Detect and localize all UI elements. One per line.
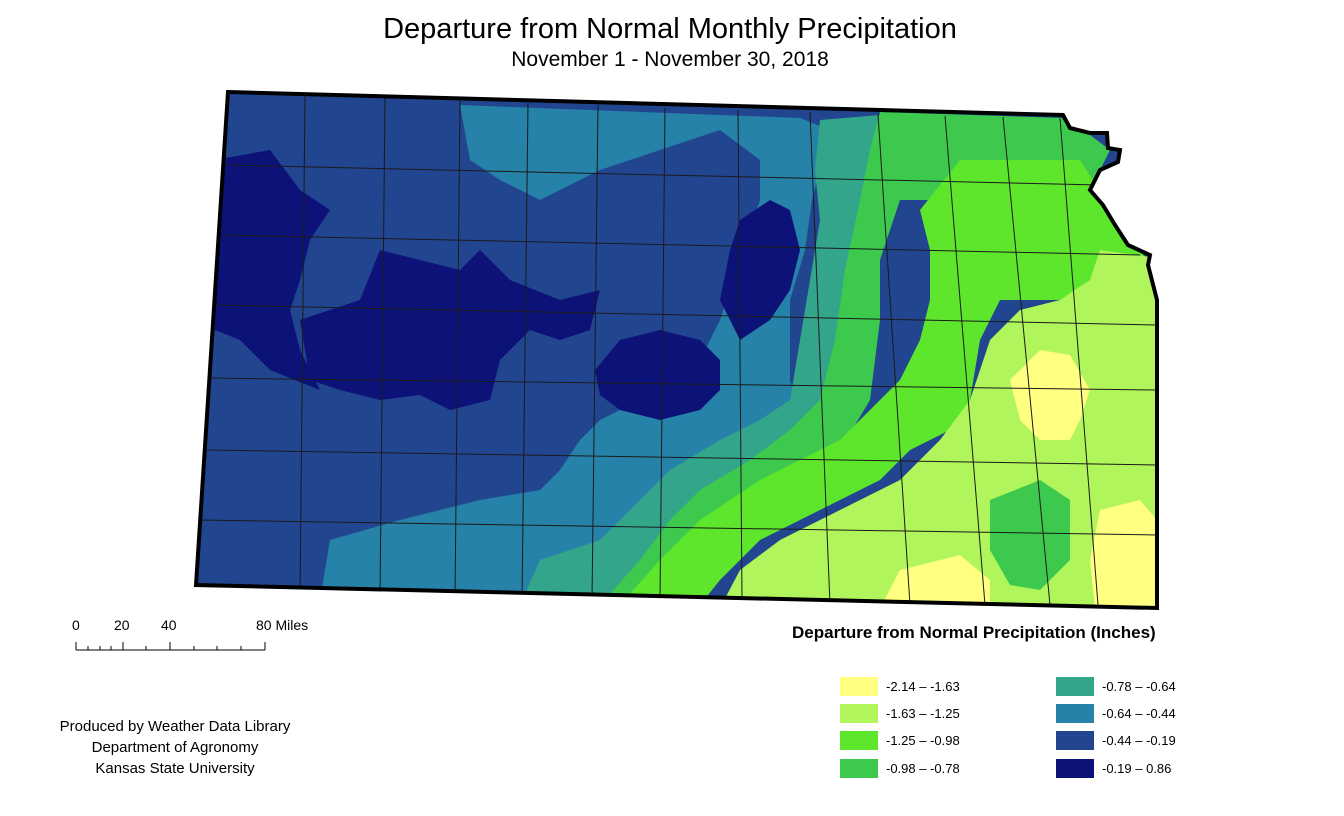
zone-214-163-east (1010, 350, 1090, 440)
zone-064-044-band (320, 105, 830, 600)
legend-title: Departure from Normal Precipitation (Inc… (792, 623, 1156, 642)
credits: Produced by Weather Data Library Departm… (20, 716, 330, 779)
credit-line-1: Produced by Weather Data Library (59, 718, 291, 735)
legend-swatch (840, 759, 878, 778)
zone-098-078-band (600, 112, 1110, 605)
precipitation-zones (196, 92, 1157, 608)
scale-label-80: 80 Miles (256, 617, 309, 633)
legend-label: -0.98 – -0.78 (886, 761, 960, 776)
zone-019-086-west (215, 150, 330, 390)
legend-label: -0.19 – 0.86 (1102, 761, 1172, 776)
legend-swatch (840, 677, 878, 696)
zone-214-163-southeast (1090, 500, 1157, 608)
scale-ticks (75, 642, 266, 651)
county-lines (199, 94, 1157, 606)
legend-swatch (1056, 677, 1094, 696)
credit-line-2: Department of Agronomy (91, 739, 259, 756)
legend-swatch (840, 704, 878, 723)
zone-019-086-central (300, 250, 600, 410)
zone-019-086-east (595, 330, 720, 420)
zone-125-098-band (620, 160, 1148, 605)
legend-label: -1.63 – -1.25 (886, 706, 960, 721)
legend-label: -0.64 – -0.44 (1102, 706, 1176, 721)
legend-swatch (840, 731, 878, 750)
zone-098-078-patch (990, 480, 1070, 590)
legend-label: -0.78 – -0.64 (1102, 679, 1176, 694)
state-outline (193, 89, 1159, 611)
legend-swatch (1056, 759, 1094, 778)
legend-label: -2.14 – -1.63 (886, 679, 960, 694)
zone-078-064-band (520, 115, 880, 605)
credit-line-3: Kansas State University (95, 760, 255, 777)
legend-swatch (1056, 704, 1094, 723)
legend-swatch (1056, 731, 1094, 750)
legend-label: -0.44 – -0.19 (1102, 733, 1176, 748)
scale-label-20: 20 (114, 617, 130, 633)
scale-label-40: 40 (161, 617, 177, 633)
scale-label-0: 0 (72, 617, 80, 633)
scale-bar: 0 20 40 80 Miles (60, 612, 340, 662)
legend-label: -1.25 – -0.98 (886, 733, 960, 748)
map-subtitle: November 1 - November 30, 2018 (511, 48, 829, 71)
map-title: Departure from Normal Monthly Precipitat… (383, 13, 957, 45)
